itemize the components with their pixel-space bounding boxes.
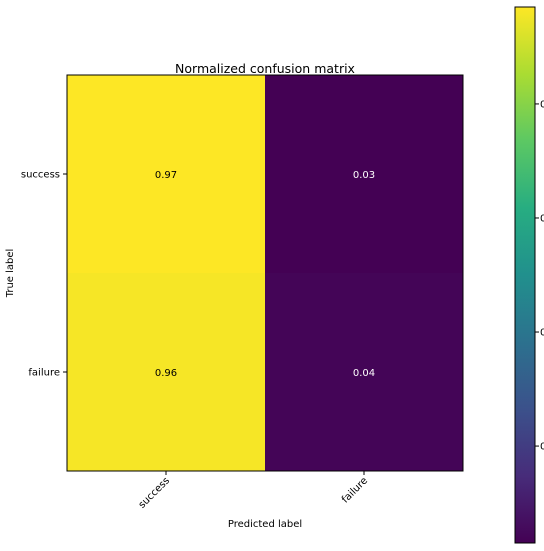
cell-value-label: 0.96 <box>155 368 177 379</box>
heatmap-cell <box>67 75 265 273</box>
colorbar-tick-label: 0.6 <box>540 213 544 224</box>
x-axis-label: Predicted label <box>228 519 302 530</box>
heatmap-cell <box>265 273 463 471</box>
colorbar-tick-label: 0.8 <box>540 99 544 110</box>
cell-value-label: 0.04 <box>353 368 375 379</box>
heatmap-cells: 0.97 0.03 0.96 0.04 <box>67 75 463 471</box>
plot-frame <box>66 74 464 472</box>
y-tick-label: success <box>21 170 60 181</box>
cell-value-label: 0.03 <box>353 170 375 181</box>
y-tick-label: failure <box>28 368 60 379</box>
heatmap-cell <box>265 75 463 273</box>
x-tick-label: failure <box>340 475 370 505</box>
heatmap-cell <box>67 273 265 471</box>
colorbar-tick-label: 0.2 <box>540 442 544 453</box>
y-axis: success failure <box>21 170 67 379</box>
chart-title: Normalized confusion matrix <box>175 61 355 76</box>
colorbar-tick-label: 0.4 <box>540 328 544 339</box>
colorbar-axis: 0.2 0.4 0.6 0.8 <box>535 99 544 453</box>
x-axis: success failure <box>137 471 370 511</box>
x-tick-label: success <box>137 475 172 510</box>
colorbar <box>514 6 536 544</box>
y-axis-label: True label <box>5 249 16 299</box>
cell-value-label: 0.97 <box>155 170 177 181</box>
